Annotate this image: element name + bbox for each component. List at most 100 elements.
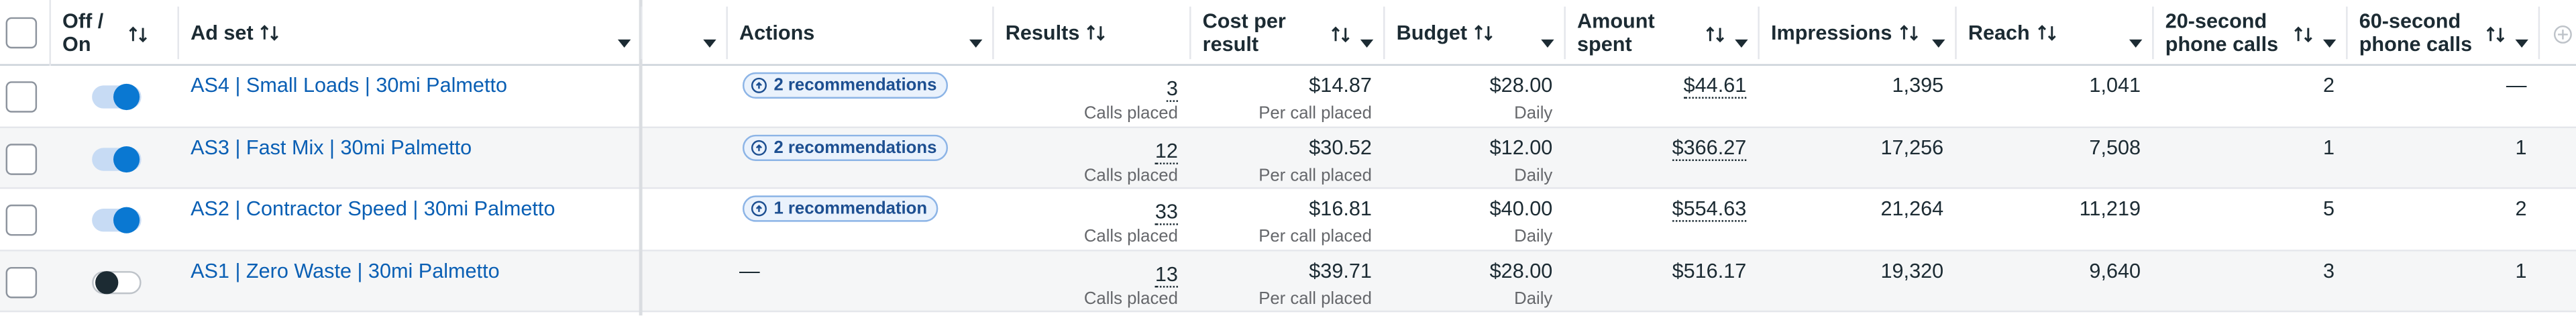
column-divider <box>2152 6 2154 60</box>
amount-spent: $366.27 <box>1672 136 1747 161</box>
row-checkbox[interactable] <box>5 266 38 299</box>
ad-set-name[interactable]: AS1 | Zero Waste | 30mi Palmetto <box>191 259 500 282</box>
recommendations-badge[interactable]: 2 recommendations <box>742 72 949 99</box>
sort-icon[interactable] <box>128 23 148 43</box>
budget-value: $28.00 <box>1489 259 1553 282</box>
ad-set-name[interactable]: AS4 | Small Loads | 30mi Palmetto <box>191 74 508 97</box>
cost-note: Per call placed <box>1258 165 1372 185</box>
column-divider <box>1383 6 1385 60</box>
column-menu-caret[interactable] <box>969 28 983 48</box>
calls-60s: 2 <box>2515 197 2527 221</box>
impressions: 19,320 <box>1880 259 1944 282</box>
impressions: 1,395 <box>1892 74 1944 97</box>
sort-icon[interactable] <box>260 23 279 42</box>
column-divider <box>177 6 179 60</box>
column-menu-caret[interactable] <box>2322 28 2337 48</box>
sort-icon[interactable] <box>2294 23 2313 43</box>
column-header[interactable]: Ad set <box>191 10 280 56</box>
column-header[interactable]: Impressions <box>1771 10 1919 56</box>
column-menu-caret[interactable] <box>1541 28 1554 48</box>
sort-icon[interactable] <box>1474 23 1493 42</box>
results-value: 13 <box>1155 262 1178 288</box>
column-menu-caret[interactable] <box>703 28 716 48</box>
column-menu-caret[interactable] <box>1932 28 1945 48</box>
column-label: 60-second phone calls <box>2359 9 2473 56</box>
row-checkbox[interactable] <box>5 81 38 113</box>
column-divider <box>1189 6 1191 60</box>
calls-20s: 3 <box>2322 259 2335 282</box>
impressions: 21,264 <box>1880 197 1944 221</box>
row-checkbox[interactable] <box>5 204 38 237</box>
sort-icon[interactable] <box>2485 23 2505 43</box>
column-divider <box>726 6 728 60</box>
row-background <box>0 189 2576 252</box>
column-menu-caret[interactable] <box>2515 28 2528 48</box>
column-label: Amount spent <box>1577 9 1655 56</box>
calls-20s: 5 <box>2322 197 2335 221</box>
delivery-toggle[interactable] <box>91 81 143 113</box>
results-note: Calls placed <box>1083 227 1178 247</box>
impressions: 17,256 <box>1880 136 1944 159</box>
column-label: Budget <box>1396 21 1468 45</box>
cost-per-result: $30.52 <box>1309 136 1372 159</box>
recommendations-badge[interactable]: 1 recommendation <box>742 195 939 223</box>
sort-icon[interactable] <box>1705 23 1725 43</box>
budget-value: $40.00 <box>1489 197 1553 221</box>
row-background <box>0 65 2576 128</box>
row-background <box>0 251 2576 313</box>
column-label: Cost per result <box>1202 9 1286 56</box>
sort-icon[interactable] <box>1086 23 1106 42</box>
column-menu-caret[interactable] <box>2129 28 2143 48</box>
sort-icon[interactable] <box>1331 23 1350 43</box>
delivery-toggle[interactable] <box>91 204 143 237</box>
badge-label: 2 recommendations <box>773 75 937 96</box>
amount-spent: $516.17 <box>1672 259 1747 282</box>
header-border <box>0 64 2576 66</box>
column-divider <box>1564 6 1566 60</box>
column-menu-caret[interactable] <box>1735 28 1748 48</box>
column-header[interactable]: Off / On <box>62 10 111 56</box>
ad-set-name[interactable]: AS2 | Contractor Speed | 30mi Palmetto <box>191 197 555 221</box>
row-checkbox[interactable] <box>5 142 38 175</box>
results-note: Calls placed <box>1083 288 1178 309</box>
column-header[interactable]: Amount spent <box>1577 10 1676 56</box>
budget-note: Daily <box>1514 227 1553 247</box>
sort-icon[interactable] <box>2037 23 2056 42</box>
calls-60s: 1 <box>2515 136 2527 159</box>
column-header[interactable]: 60-second phone calls <box>2359 10 2487 56</box>
budget-note: Daily <box>1514 288 1553 309</box>
cost-per-result: $14.87 <box>1309 74 1372 97</box>
column-header[interactable]: Cost per result <box>1203 10 1318 56</box>
column-divider <box>992 6 994 60</box>
row-background <box>0 127 2576 190</box>
delivery-toggle[interactable] <box>91 142 143 175</box>
cost-note: Per call placed <box>1258 103 1372 123</box>
column-header[interactable]: 20-second phone calls <box>2165 10 2294 56</box>
budget-note: Daily <box>1514 165 1553 185</box>
delivery-toggle[interactable] <box>91 266 143 299</box>
column-header[interactable]: Budget <box>1397 10 1494 56</box>
badge-label: 2 recommendations <box>773 137 937 158</box>
calls-60s: 1 <box>2515 259 2527 282</box>
cost-note: Per call placed <box>1258 288 1372 309</box>
column-label: Actions <box>739 21 815 45</box>
column-label: 20-second phone calls <box>2165 9 2279 56</box>
reach: 7,508 <box>2089 136 2141 159</box>
amount-spent: $44.61 <box>1683 74 1747 99</box>
recommendations-badge[interactable]: 2 recommendations <box>742 134 949 161</box>
results-value: 33 <box>1155 201 1178 225</box>
column-divider <box>2346 6 2348 60</box>
column-label: Reach <box>1968 21 2030 45</box>
reach: 11,219 <box>2079 197 2141 221</box>
column-menu-caret[interactable] <box>1360 28 1374 48</box>
add-column[interactable] <box>2553 23 2573 44</box>
column-header[interactable]: Reach <box>1968 10 2056 56</box>
select-all-checkbox[interactable] <box>5 16 38 49</box>
ad-set-name[interactable]: AS3 | Fast Mix | 30mi Palmetto <box>191 136 472 159</box>
column-header[interactable]: Actions <box>739 10 814 56</box>
column-menu-caret[interactable] <box>617 28 631 48</box>
sort-icon[interactable] <box>1898 23 1918 42</box>
column-header[interactable]: Results <box>1006 10 1106 56</box>
calls-20s: 2 <box>2322 74 2335 97</box>
